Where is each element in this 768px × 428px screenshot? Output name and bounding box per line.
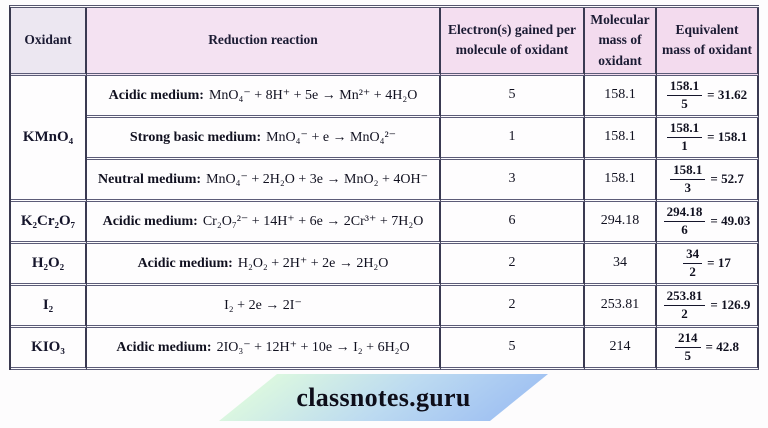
fraction-numerator: 158.1 bbox=[666, 79, 703, 96]
oxidants-table: Oxidant Reduction reaction Electron(s) g… bbox=[9, 5, 759, 370]
fraction-result: = 49.03 bbox=[710, 213, 751, 229]
fraction-result: = 31.62 bbox=[707, 87, 748, 103]
fraction-result: = 126.9 bbox=[710, 297, 751, 313]
oxidant-i2: I₂ bbox=[11, 285, 87, 328]
fraction-denominator: 3 bbox=[684, 179, 692, 195]
fraction-denominator: 6 bbox=[681, 221, 688, 237]
fraction-denominator: 2 bbox=[681, 305, 688, 321]
equivalent-mass-cell: 158.1 1 = 158.1 bbox=[657, 117, 759, 160]
fraction: 158.1 3 bbox=[670, 163, 706, 195]
fraction-numerator: 294.18 bbox=[663, 205, 706, 222]
header-molecular-mass: Molecular mass of oxidant bbox=[585, 8, 657, 76]
header-electrons-gained: Electron(s) gained per molecule of oxida… bbox=[441, 8, 585, 76]
molecular-mass-value: 158.1 bbox=[585, 117, 657, 160]
reaction-cell: Strong basic medium: MnO₄⁻ + e → MnO₄²⁻ bbox=[87, 117, 441, 160]
header-row: Oxidant Reduction reaction Electron(s) g… bbox=[11, 8, 759, 76]
oxidant-h2o2: H₂O₂ bbox=[11, 243, 87, 286]
equivalent-mass-cell: 158.1 3 = 52.7 bbox=[657, 159, 759, 202]
fraction: 34 2 bbox=[683, 247, 703, 279]
electrons-value: 1 bbox=[441, 117, 585, 160]
fraction-denominator: 2 bbox=[689, 263, 696, 279]
fraction-numerator: 158.1 bbox=[666, 121, 703, 138]
molecular-mass-value: 34 bbox=[585, 243, 657, 286]
medium-label: Acidic medium: bbox=[116, 339, 212, 355]
oxidant-kmno4: KMnO₄ bbox=[11, 75, 87, 202]
reaction-formula: 2IO₃⁻ + 12H⁺ + 10e → I₂ + 6H₂O bbox=[216, 339, 410, 355]
medium-label: Acidic medium: bbox=[108, 87, 204, 103]
fraction: 158.1 1 bbox=[666, 121, 703, 153]
table-row: I₂ I₂ + 2e → 2I⁻ 2 253.81 253.81 2 = 126.9 bbox=[11, 285, 759, 328]
reaction-cell: Neutral medium: MnO₄⁻ + 2H₂O + 3e → MnO₂ … bbox=[87, 159, 441, 202]
fraction-denominator: 1 bbox=[681, 137, 688, 153]
reaction-formula: I₂ + 2e → 2I⁻ bbox=[224, 297, 302, 313]
header-reduction-reaction: Reduction reaction bbox=[87, 8, 441, 76]
molecular-mass-value: 158.1 bbox=[585, 75, 657, 118]
molecular-mass-value: 253.81 bbox=[585, 285, 657, 328]
table-row: K₂Cr₂O₇ Acidic medium: Cr₂O₇²⁻ + 14H⁺ + 6… bbox=[11, 201, 759, 244]
medium-label: Acidic medium: bbox=[137, 255, 233, 271]
fraction-denominator: 5 bbox=[684, 347, 692, 363]
fraction-numerator: 34 bbox=[683, 247, 703, 264]
table-row: KMnO₄ Acidic medium: MnO₄⁻ + 8H⁺ + 5e → M… bbox=[11, 75, 759, 202]
equivalent-mass-cell: 158.1 5 = 31.62 bbox=[657, 75, 759, 118]
table-row: Neutral medium: MnO₄⁻ + 2H₂O + 3e → MnO₂ … bbox=[11, 159, 759, 202]
medium-label: Acidic medium: bbox=[102, 213, 198, 229]
fraction-result: = 52.7 bbox=[710, 171, 744, 187]
fraction-result: = 158.1 bbox=[707, 129, 748, 145]
equivalent-mass-cell: 214 5 = 42.8 bbox=[657, 327, 759, 370]
reaction-cell: Acidic medium: Cr₂O₇²⁻ + 14H⁺ + 6e → 2Cr³… bbox=[87, 201, 441, 244]
fraction: 158.1 5 bbox=[666, 79, 703, 111]
fraction-result: = 42.8 bbox=[705, 339, 739, 355]
electrons-value: 2 bbox=[441, 243, 585, 286]
table-row: Strong basic medium: MnO₄⁻ + e → MnO₄²⁻ 1… bbox=[11, 117, 759, 160]
equivalent-mass-cell: 34 2 = 17 bbox=[657, 243, 759, 286]
table-row: H₂O₂ Acidic medium: H₂O₂ + 2H⁺ + 2e → 2H₂… bbox=[11, 243, 759, 286]
equivalent-mass-cell: 294.18 6 = 49.03 bbox=[657, 201, 759, 244]
electrons-value: 3 bbox=[441, 159, 585, 202]
classnotes-banner-text: classnotes.guru bbox=[296, 382, 471, 412]
fraction-denominator: 5 bbox=[681, 95, 688, 111]
reaction-cell: Acidic medium: H₂O₂ + 2H⁺ + 2e → 2H₂O bbox=[87, 243, 441, 286]
molecular-mass-value: 158.1 bbox=[585, 159, 657, 202]
oxidant-kio3: KIO₃ bbox=[11, 327, 87, 370]
fraction: 253.81 2 bbox=[663, 289, 706, 321]
fraction: 214 5 bbox=[675, 331, 701, 363]
header-oxidant: Oxidant bbox=[11, 8, 87, 76]
reaction-cell: Acidic medium: MnO₄⁻ + 8H⁺ + 5e → Mn²⁺ + … bbox=[87, 75, 441, 118]
header-equivalent-mass: Equivalent mass of oxidant bbox=[657, 8, 759, 76]
reaction-formula: Cr₂O₇²⁻ + 14H⁺ + 6e → 2Cr³⁺ + 7H₂O bbox=[202, 213, 424, 229]
equivalent-mass-cell: 253.81 2 = 126.9 bbox=[657, 285, 759, 328]
reaction-cell: Acidic medium: 2IO₃⁻ + 12H⁺ + 10e → I₂ + … bbox=[87, 327, 441, 370]
reaction-formula: MnO₄⁻ + 2H₂O + 3e → MnO₂ + 4OH⁻ bbox=[206, 171, 428, 187]
medium-label: Strong basic medium: bbox=[129, 129, 262, 145]
molecular-mass-value: 294.18 bbox=[585, 201, 657, 244]
electrons-value: 5 bbox=[441, 75, 585, 118]
oxidant-k2cr2o7: K₂Cr₂O₇ bbox=[11, 201, 87, 244]
medium-label: Neutral medium: bbox=[98, 171, 202, 187]
electrons-value: 6 bbox=[441, 201, 585, 244]
fraction-numerator: 214 bbox=[675, 331, 701, 348]
reaction-formula: H₂O₂ + 2H⁺ + 2e → 2H₂O bbox=[237, 255, 389, 271]
electrons-value: 2 bbox=[441, 285, 585, 328]
reaction-formula: MnO₄⁻ + e → MnO₄²⁻ bbox=[266, 129, 397, 145]
molecular-mass-value: 214 bbox=[585, 327, 657, 370]
fraction-numerator: 253.81 bbox=[663, 289, 706, 306]
table-row: KIO₃ Acidic medium: 2IO₃⁻ + 12H⁺ + 10e → … bbox=[11, 327, 759, 370]
fraction: 294.18 6 bbox=[663, 205, 706, 237]
fraction-numerator: 158.1 bbox=[670, 163, 706, 180]
fraction-result: = 17 bbox=[707, 255, 731, 271]
electrons-value: 5 bbox=[441, 327, 585, 370]
reaction-formula: MnO₄⁻ + 8H⁺ + 5e → Mn²⁺ + 4H₂O bbox=[208, 87, 418, 103]
reaction-cell: I₂ + 2e → 2I⁻ bbox=[87, 285, 441, 328]
